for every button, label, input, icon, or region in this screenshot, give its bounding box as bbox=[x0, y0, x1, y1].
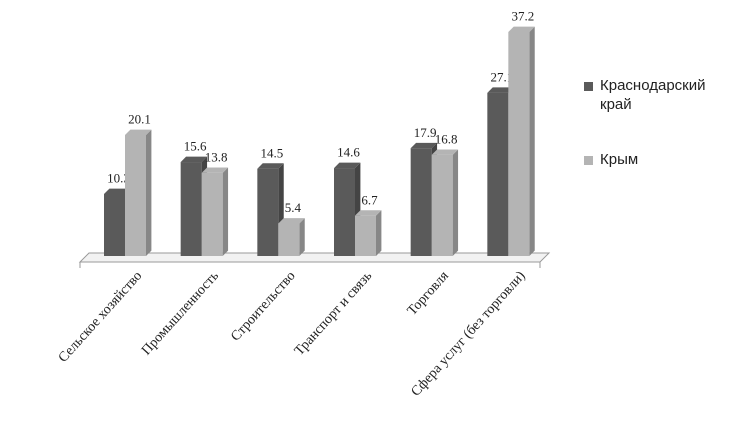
data-label-1-0: 20.1 bbox=[128, 112, 151, 127]
bar-0-4 bbox=[410, 148, 432, 256]
bar-0-3 bbox=[334, 168, 355, 256]
category-label-3: Транспорт и связь bbox=[292, 269, 375, 359]
legend: Краснодарский край Крым bbox=[584, 76, 724, 205]
legend-swatch-crimea bbox=[584, 156, 593, 165]
data-label-0-0: 10.3 bbox=[107, 171, 130, 186]
data-label-1-3: 6.7 bbox=[361, 192, 378, 207]
bar-side-1-4 bbox=[452, 149, 459, 256]
bar-top-0-3 bbox=[334, 162, 361, 169]
category-label-4: Торговля bbox=[405, 268, 452, 318]
legend-item-krasnodar: Краснодарский край bbox=[584, 76, 724, 114]
bar-side-1-1 bbox=[222, 167, 229, 256]
bar-1-1 bbox=[201, 172, 223, 256]
bar-1-2 bbox=[278, 223, 300, 256]
bar-0-1 bbox=[180, 162, 202, 256]
data-label-1-4: 16.8 bbox=[435, 131, 458, 146]
bar-top-0-1 bbox=[180, 156, 208, 163]
data-label-0-3: 14.6 bbox=[337, 145, 360, 160]
data-label-0-4: 17.9 bbox=[414, 125, 437, 140]
data-label-0-5: 27.1 bbox=[490, 69, 513, 84]
category-label-0: Сельское хозяйство bbox=[56, 269, 145, 366]
bar-0-2 bbox=[257, 168, 279, 256]
bar-side-1-2 bbox=[299, 218, 305, 256]
bar-1-4 bbox=[431, 154, 453, 256]
bar-0-0 bbox=[104, 193, 125, 256]
bar-top-1-1 bbox=[201, 167, 229, 173]
bar-top-1-4 bbox=[431, 149, 459, 155]
data-label-1-5: 37.2 bbox=[511, 9, 534, 24]
bar-top-1-0 bbox=[125, 129, 152, 135]
bar-top-0-5 bbox=[487, 87, 514, 93]
legend-label-crimea: Крым bbox=[600, 151, 639, 168]
bar-0-5 bbox=[487, 92, 509, 257]
legend-label-krasnodar: Краснодарский край bbox=[600, 77, 706, 113]
bar-top-0-4 bbox=[410, 142, 438, 149]
data-label-1-2: 5.4 bbox=[285, 200, 302, 215]
bar-1-0 bbox=[125, 134, 146, 256]
bar-top-0-2 bbox=[257, 163, 284, 169]
bar-top-1-2 bbox=[278, 218, 305, 224]
legend-item-crimea: Крым bbox=[584, 150, 724, 169]
data-label-0-2: 14.5 bbox=[260, 145, 283, 160]
bar-1-3 bbox=[355, 215, 376, 256]
legend-swatch-krasnodar bbox=[584, 82, 593, 91]
bar-top-1-5 bbox=[508, 26, 535, 32]
bar-top-0-0 bbox=[104, 188, 131, 194]
category-label-1: Промышленность bbox=[139, 269, 222, 359]
category-label-2: Строительство bbox=[228, 269, 298, 345]
bar-side-1-0 bbox=[146, 129, 152, 256]
chart-floor bbox=[78, 252, 551, 263]
bar-1-5 bbox=[508, 32, 530, 256]
data-label-1-1: 13.8 bbox=[205, 150, 228, 165]
bar-side-1-5 bbox=[529, 26, 535, 256]
bar-side-1-3 bbox=[376, 210, 382, 256]
bar-top-1-3 bbox=[355, 210, 382, 216]
data-label-0-1: 15.6 bbox=[184, 139, 207, 154]
